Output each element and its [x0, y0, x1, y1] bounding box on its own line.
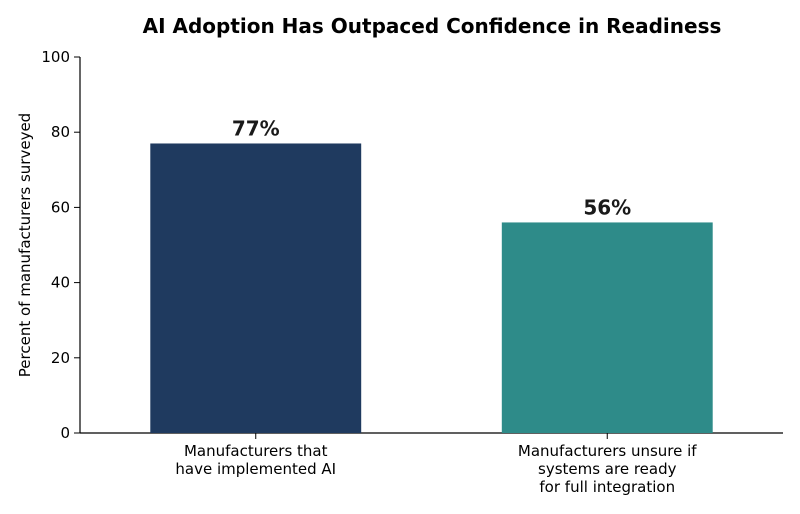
x-tick-label-line: Manufacturers unsure if: [518, 442, 697, 460]
y-tick-label: 40: [51, 274, 70, 292]
y-tick-label: 60: [51, 198, 70, 216]
x-tick-label-line: have implemented AI: [175, 460, 336, 478]
y-axis-label: Percent of manufacturers surveyed: [16, 113, 34, 377]
y-tick-label: 100: [41, 48, 70, 66]
chart-title: AI Adoption Has Outpaced Confidence in R…: [143, 14, 722, 38]
plot-area: 0 20 40 60 80 100 77% Manufacturers that have im…: [41, 48, 783, 496]
x-tick-label-line: for full integration: [539, 478, 675, 496]
bar: [150, 143, 362, 434]
bar: [501, 222, 713, 433]
y-tick-label: 20: [51, 349, 70, 367]
bar-data-label: 77%: [232, 116, 280, 140]
bar-data-label: 56%: [583, 195, 631, 219]
x-tick-label: Manufacturers unsure if systems are ready…: [518, 442, 697, 496]
y-tick-label: 80: [51, 123, 70, 141]
x-tick-label-line: systems are ready: [538, 460, 677, 478]
y-tick-label: 0: [60, 424, 70, 442]
x-tick-label-line: Manufacturers that: [184, 442, 328, 460]
x-tick-label: Manufacturers that have implemented AI: [175, 442, 336, 478]
